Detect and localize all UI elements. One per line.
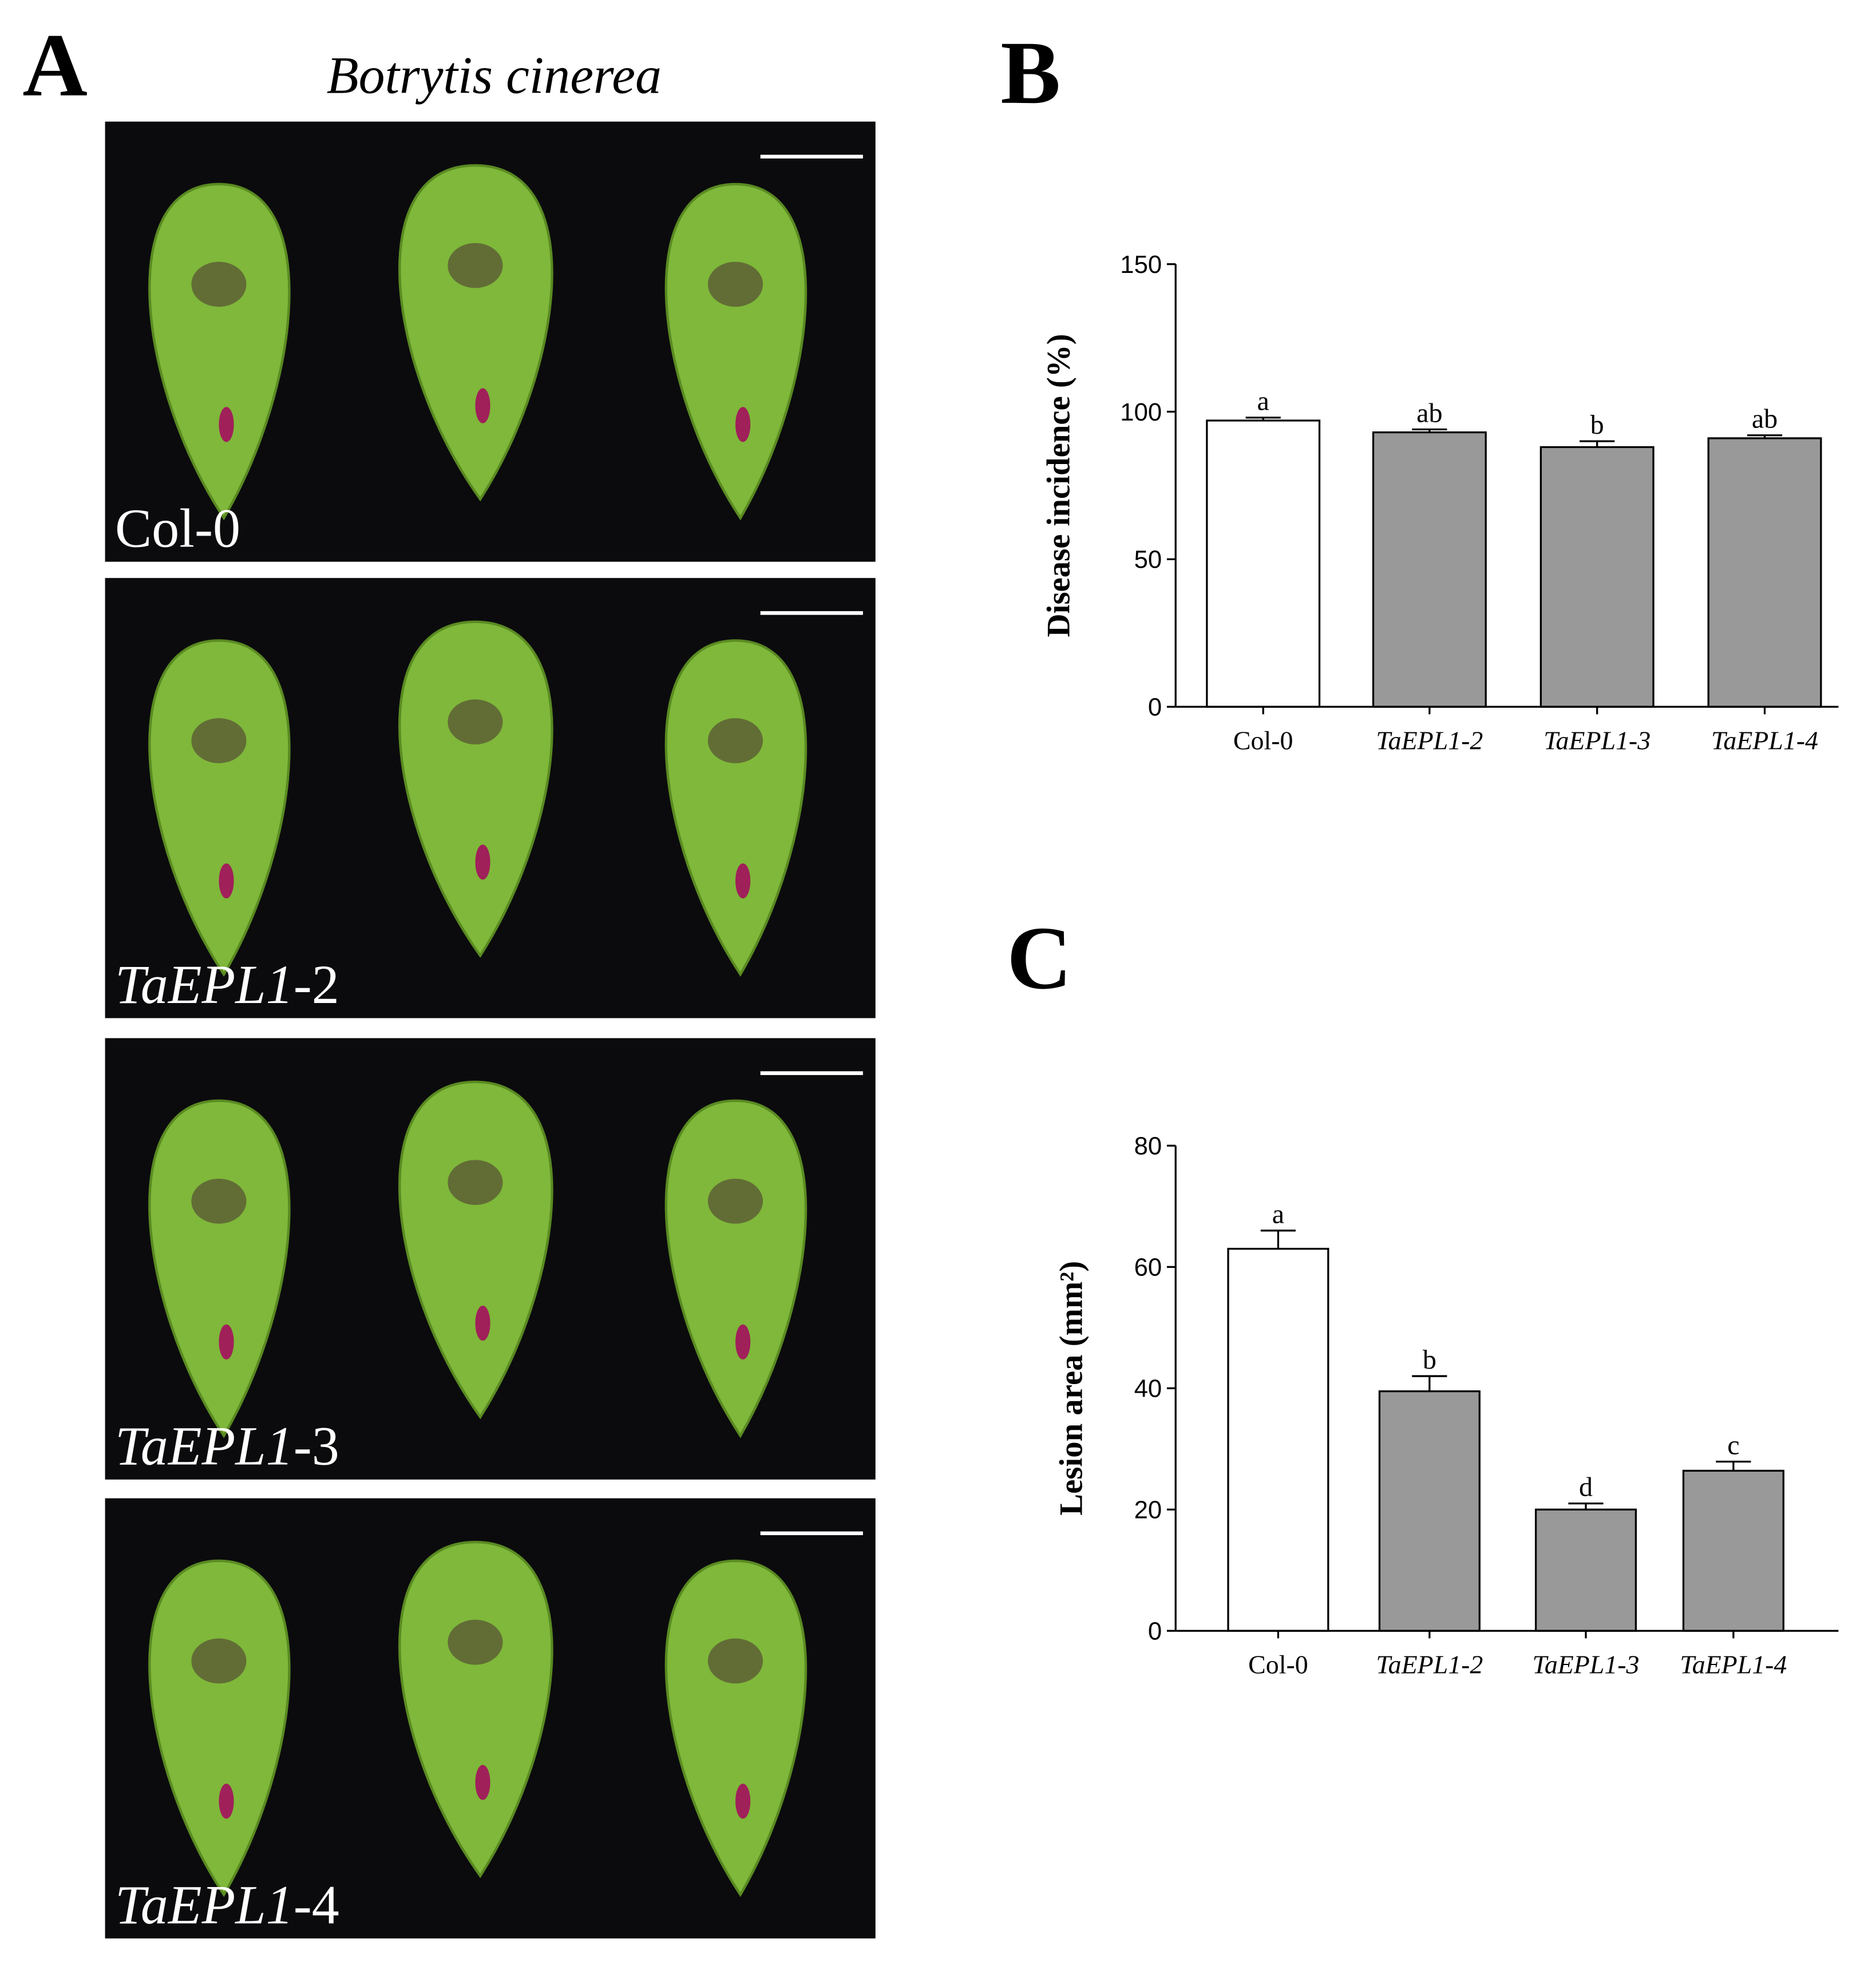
x-tick-label: Col-0 [1233,726,1293,755]
marker [475,1765,490,1800]
significance-letter: c [1727,1430,1739,1460]
photo-label: Col-0 [115,498,240,559]
bar [1707,437,1822,708]
marker [735,863,751,899]
leaf [398,1080,553,1420]
leaf [148,1099,291,1438]
error-bar [1716,1460,1751,1471]
x-tick-label: TaEPL1-4 [1680,1650,1787,1679]
marker [475,1305,490,1341]
bar [1372,431,1487,708]
leaf [664,1559,808,1897]
error-bar [1245,417,1281,421]
y-tick-label: 60 [1134,1254,1162,1282]
bar [1206,419,1321,708]
y-tick-label: 40 [1134,1375,1162,1403]
error-bar [1580,440,1615,447]
significance-letter: d [1579,1472,1593,1503]
gene-name: TaEPL1 [115,1416,294,1477]
lesion [191,1638,247,1684]
marker [735,1324,751,1359]
leaf [398,620,553,958]
leaf [148,639,291,977]
gene-name: TaEPL1 [115,1874,294,1936]
leaf [398,1540,553,1878]
x-tick-label: TaEPL1-3 [1543,726,1651,755]
panel-title: Botrytis cinerea [327,46,662,104]
lesion [448,699,503,745]
significance-letter: b [1590,410,1604,440]
panel-label: B [1000,23,1060,123]
lesion [191,718,247,763]
marker [219,1324,234,1359]
leaf [664,1099,808,1438]
leaf [148,1559,291,1897]
significance-letter: ab [1752,404,1778,434]
significance-letter: a [1257,386,1269,417]
y-tick-label: 150 [1120,251,1162,279]
y-tick-label: 0 [1148,1618,1162,1646]
leaf [664,183,808,521]
leaf [398,164,553,502]
bar [1378,1390,1481,1632]
error-bar [1412,1375,1447,1392]
lesion [191,1179,247,1224]
bar [1534,1508,1637,1632]
y-axis-label: Lesion area (mm²) [1053,1261,1089,1516]
photo-label: TaEPL1-2 [115,954,339,1015]
panel-label: A [22,16,88,116]
bar [1682,1469,1784,1632]
y-tick-label: 100 [1120,398,1162,426]
x-tick-label: Col-0 [1248,1650,1308,1679]
marker [735,1783,751,1819]
gene-name: TaEPL1 [115,954,294,1015]
error-bar [1568,1503,1604,1510]
error-bar [1260,1230,1296,1249]
bar [1227,1247,1329,1632]
significance-letter: a [1272,1199,1284,1230]
error-bar [1412,428,1447,433]
marker [219,1783,234,1819]
lesion [707,1179,763,1224]
marker [219,407,234,442]
x-tick-label: TaEPL1-4 [1711,726,1818,755]
error-bar [1747,434,1783,438]
x-tick-label: TaEPL1-2 [1376,726,1483,755]
photo-label: TaEPL1-4 [115,1874,339,1936]
marker [475,388,490,423]
lesion [707,1638,763,1684]
lesion [707,261,763,307]
lesion [191,261,247,307]
leaf [148,183,291,521]
photo-label: TaEPL1-3 [115,1416,339,1477]
panel-label: C [1007,909,1072,1008]
y-axis-label: Disease incidence (%) [1040,334,1076,637]
significance-letter: b [1423,1345,1436,1375]
x-tick-label: TaEPL1-2 [1376,1650,1483,1679]
lesion [448,1619,503,1665]
gene-name: Col-0 [115,498,240,559]
line-suffix: -2 [294,954,339,1015]
y-tick-label: 50 [1134,546,1162,574]
marker [735,407,751,442]
y-tick-label: 80 [1134,1132,1162,1160]
lesion [448,1160,503,1205]
leaf [664,639,808,977]
lesion [707,718,763,763]
line-suffix: -4 [294,1874,339,1936]
bar [1539,446,1655,708]
marker [475,845,490,880]
significance-letter: ab [1416,398,1442,428]
lesion [448,243,503,288]
x-tick-label: TaEPL1-3 [1533,1650,1640,1679]
y-tick-label: 20 [1134,1496,1162,1524]
y-tick-label: 0 [1148,693,1162,722]
marker [219,863,234,899]
line-suffix: -3 [294,1416,339,1477]
